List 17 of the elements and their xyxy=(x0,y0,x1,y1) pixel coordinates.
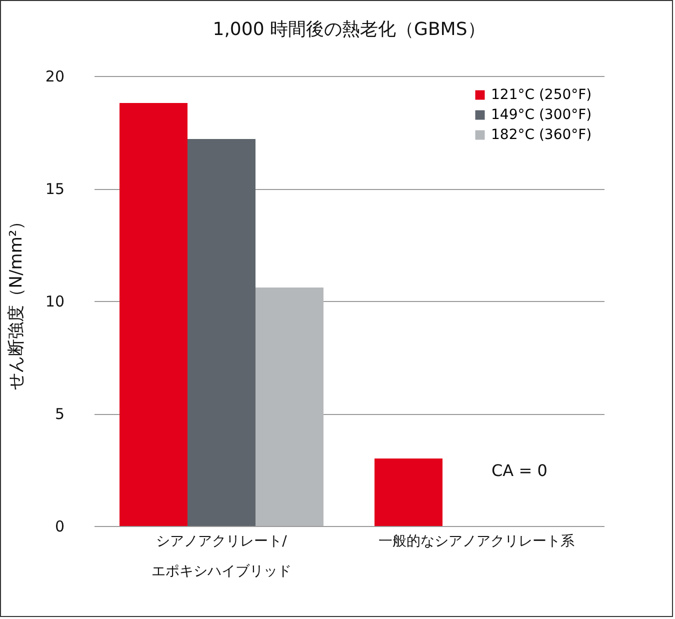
y-tick-label: 20 xyxy=(45,68,64,86)
bar xyxy=(256,288,324,526)
y-tick-label: 15 xyxy=(45,180,64,198)
bar xyxy=(188,139,256,526)
y-tick-label: 0 xyxy=(54,518,64,536)
y-tick-label: 5 xyxy=(54,405,64,423)
legend-label: 182°C (360°F) xyxy=(491,127,592,143)
bar xyxy=(374,458,442,526)
chart-title: 1,000 時間後の熱老化（GBMS） xyxy=(212,19,486,40)
bar xyxy=(120,103,188,526)
x-tick-label: 一般的なシアノアクリレート系 xyxy=(378,534,574,550)
y-tick-label: 10 xyxy=(45,292,64,310)
legend-label: 121°C (250°F) xyxy=(491,87,592,103)
y-axis-title: せん断強度（N/mm²） xyxy=(6,212,26,390)
annotation: CA = 0 xyxy=(492,461,548,480)
x-tick-label: シアノアクリレート/ エポキシハイブリッド xyxy=(152,534,292,580)
legend-label: 149°C (300°F) xyxy=(491,107,592,123)
